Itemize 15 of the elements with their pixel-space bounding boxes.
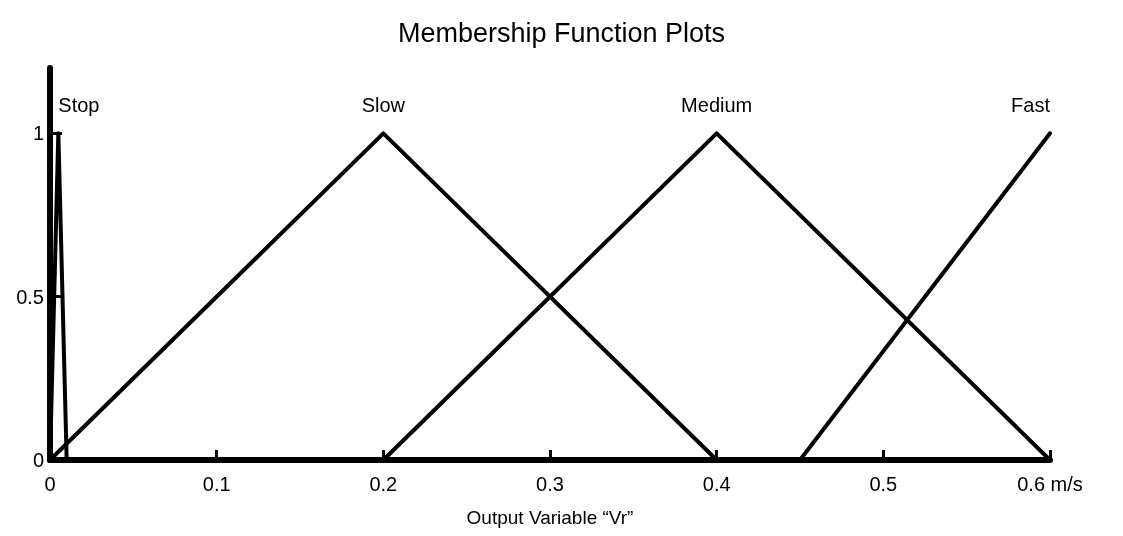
x-tick-label: 0.1 — [202, 473, 231, 495]
series-label: Slow — [361, 94, 406, 117]
series-label: Stop — [58, 94, 100, 117]
series-label: Medium — [681, 94, 753, 117]
x-tick-label: 0.6 m/s — [1017, 473, 1083, 495]
y-tick-label: 0 — [32, 449, 44, 471]
x-tick-label: 0.2 — [369, 473, 398, 495]
x-axis-title: Output Variable “Vr” — [466, 507, 634, 528]
x-tick-label: 0.3 — [536, 473, 564, 495]
series-label: Fast — [1011, 94, 1051, 117]
y-tick-label: 1 — [32, 122, 44, 145]
x-tick-label: 0.4 — [702, 473, 731, 495]
x-tick-label: 0.5 — [869, 473, 898, 495]
y-tick-label: 0.5 — [16, 285, 44, 308]
chart-title: Membership Function Plots — [397, 17, 726, 48]
